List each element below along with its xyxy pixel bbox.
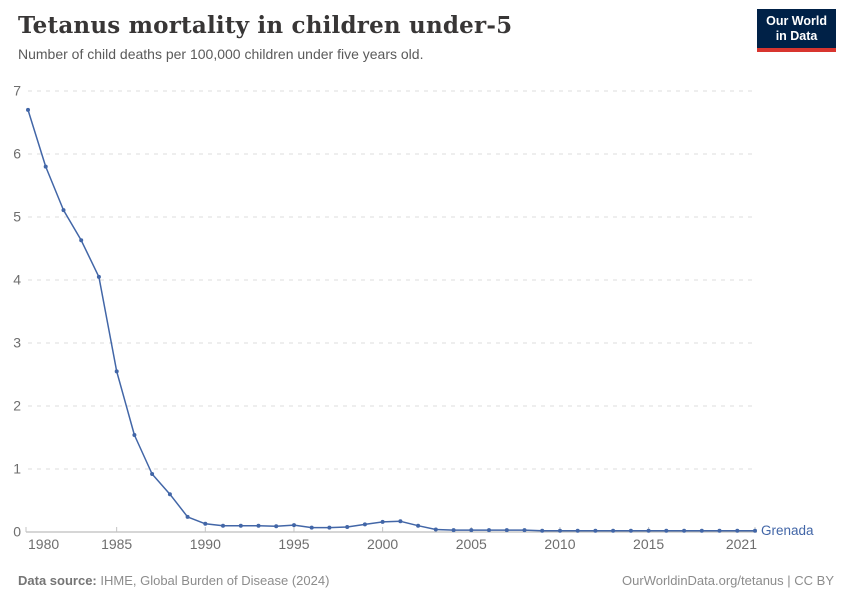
data-point-2018: [699, 528, 704, 533]
chart-subtitle: Number of child deaths per 100,000 child…: [18, 45, 424, 62]
data-point-2012: [593, 528, 598, 533]
data-point-1993: [256, 523, 261, 528]
owid-logo[interactable]: Our World in Data: [757, 9, 836, 52]
data-point-2003: [433, 527, 438, 532]
data-point-2021: [753, 528, 757, 533]
data-point-1992: [238, 523, 243, 528]
data-point-1990: [203, 521, 208, 526]
data-point-2007: [504, 528, 509, 533]
x-axis-label-1995: 1995: [278, 536, 309, 552]
x-axis-label-2005: 2005: [456, 536, 487, 552]
x-axis-label-2000: 2000: [367, 536, 398, 552]
data-point-2001: [398, 519, 403, 524]
data-point-2019: [717, 528, 722, 533]
data-source-label: Data source:: [18, 573, 97, 588]
data-point-2006: [487, 528, 491, 533]
data-point-1996: [309, 525, 314, 530]
x-axis-label-1985: 1985: [101, 536, 132, 552]
y-axis-label-1: 1: [13, 461, 21, 477]
data-point-1989: [185, 514, 190, 519]
data-point-2002: [416, 523, 421, 528]
data-point-1997: [327, 525, 332, 530]
data-point-2010: [558, 528, 562, 533]
data-point-2020: [735, 528, 740, 533]
y-axis-label-4: 4: [13, 272, 21, 288]
line-chart: 0 1 2 3 4 5 6 7 1980 1985 1990 1995 2000 2005 2010 2015…: [13, 83, 814, 553]
data-point-1980: [26, 107, 30, 112]
series-end-label: Grenada: [761, 523, 814, 538]
data-point-2008: [522, 528, 527, 533]
data-point-2000: [380, 519, 385, 524]
x-axis-label-1990: 1990: [190, 536, 221, 552]
data-point-2015: [646, 528, 651, 533]
data-point-1986: [132, 433, 137, 437]
data-point-1982: [61, 208, 66, 213]
data-source: Data source: IHME, Global Burden of Dise…: [18, 573, 329, 588]
data-point-2005: [469, 528, 474, 533]
y-axis-label-0: 0: [13, 524, 21, 540]
y-axis-label-7: 7: [13, 83, 21, 99]
y-axis-label-3: 3: [13, 335, 21, 351]
data-point-1999: [362, 522, 367, 527]
y-axis-label-2: 2: [13, 398, 21, 414]
y-axis-label-6: 6: [13, 146, 21, 162]
data-point-1988: [167, 492, 172, 497]
data-point-1998: [345, 525, 350, 529]
data-point-2013: [611, 528, 616, 533]
data-point-1985: [114, 369, 119, 374]
data-point-1994: [274, 524, 279, 529]
x-axis-label-2010: 2010: [544, 536, 575, 552]
data-point-1995: [292, 523, 296, 528]
owid-logo-line1: Our World: [766, 14, 827, 28]
credit-link[interactable]: OurWorldinData.org/tetanus | CC BY: [622, 573, 834, 588]
page-title: Tetanus mortality in children under-5: [18, 12, 513, 39]
x-axis-label-2021: 2021: [726, 536, 757, 552]
chart-header: Tetanus mortality in children under-5 Nu…: [18, 12, 750, 62]
data-point-2009: [540, 528, 545, 533]
x-axis-label-1980: 1980: [28, 536, 59, 552]
chart-footer: Data source: IHME, Global Burden of Dise…: [18, 573, 834, 588]
data-point-1991: [221, 523, 225, 528]
data-point-1984: [96, 274, 101, 279]
x-axis-label-2015: 2015: [633, 536, 664, 552]
data-point-2016: [664, 528, 669, 533]
data-point-2014: [628, 528, 633, 533]
data-point-1987: [150, 472, 155, 476]
series-line-grenada: [27, 109, 756, 532]
data-point-1983: [79, 238, 84, 243]
data-source-text: IHME, Global Burden of Disease (2024): [96, 573, 330, 588]
data-point-2017: [682, 528, 687, 533]
data-point-1981: [43, 164, 48, 169]
y-axis-label-5: 5: [13, 209, 21, 225]
data-point-2011: [575, 528, 580, 533]
owid-logo-line2: in Data: [775, 29, 818, 43]
data-point-2004: [451, 528, 456, 533]
